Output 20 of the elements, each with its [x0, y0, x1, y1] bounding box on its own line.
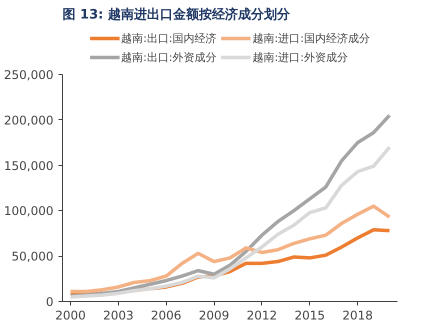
line-series [68, 145, 392, 299]
y-tick-label: 250,000 [4, 68, 54, 82]
chart-title: 图 13: 越南进出口金额按经济成分划分 [62, 6, 291, 22]
x-tick-label: 2009 [198, 308, 230, 322]
legend-label: 越南:进口:外资成分 [252, 50, 348, 64]
legend-label: 越南:进口:国内经济成分 [252, 30, 370, 46]
x-tick-label: 2018 [342, 308, 373, 322]
y-tick-label: 0 [46, 295, 54, 309]
x-tick-label: 2015 [294, 308, 326, 322]
x-tick-label: 2006 [150, 308, 182, 322]
y-tick-label: 100,000 [4, 204, 54, 218]
line-series [68, 204, 392, 294]
x-tick-label: 2000 [55, 308, 86, 322]
y-tick-label: 200,000 [4, 113, 54, 128]
x-tick-label: 2003 [103, 308, 134, 322]
y-tick-label: 50,000 [12, 250, 54, 264]
legend-label: 越南:出口:国内经济 [121, 30, 216, 46]
y-tick-label: 150,000 [4, 158, 54, 173]
x-tick-label: 2012 [246, 308, 278, 322]
legend-label: 越南:出口:外资成分 [121, 50, 216, 64]
